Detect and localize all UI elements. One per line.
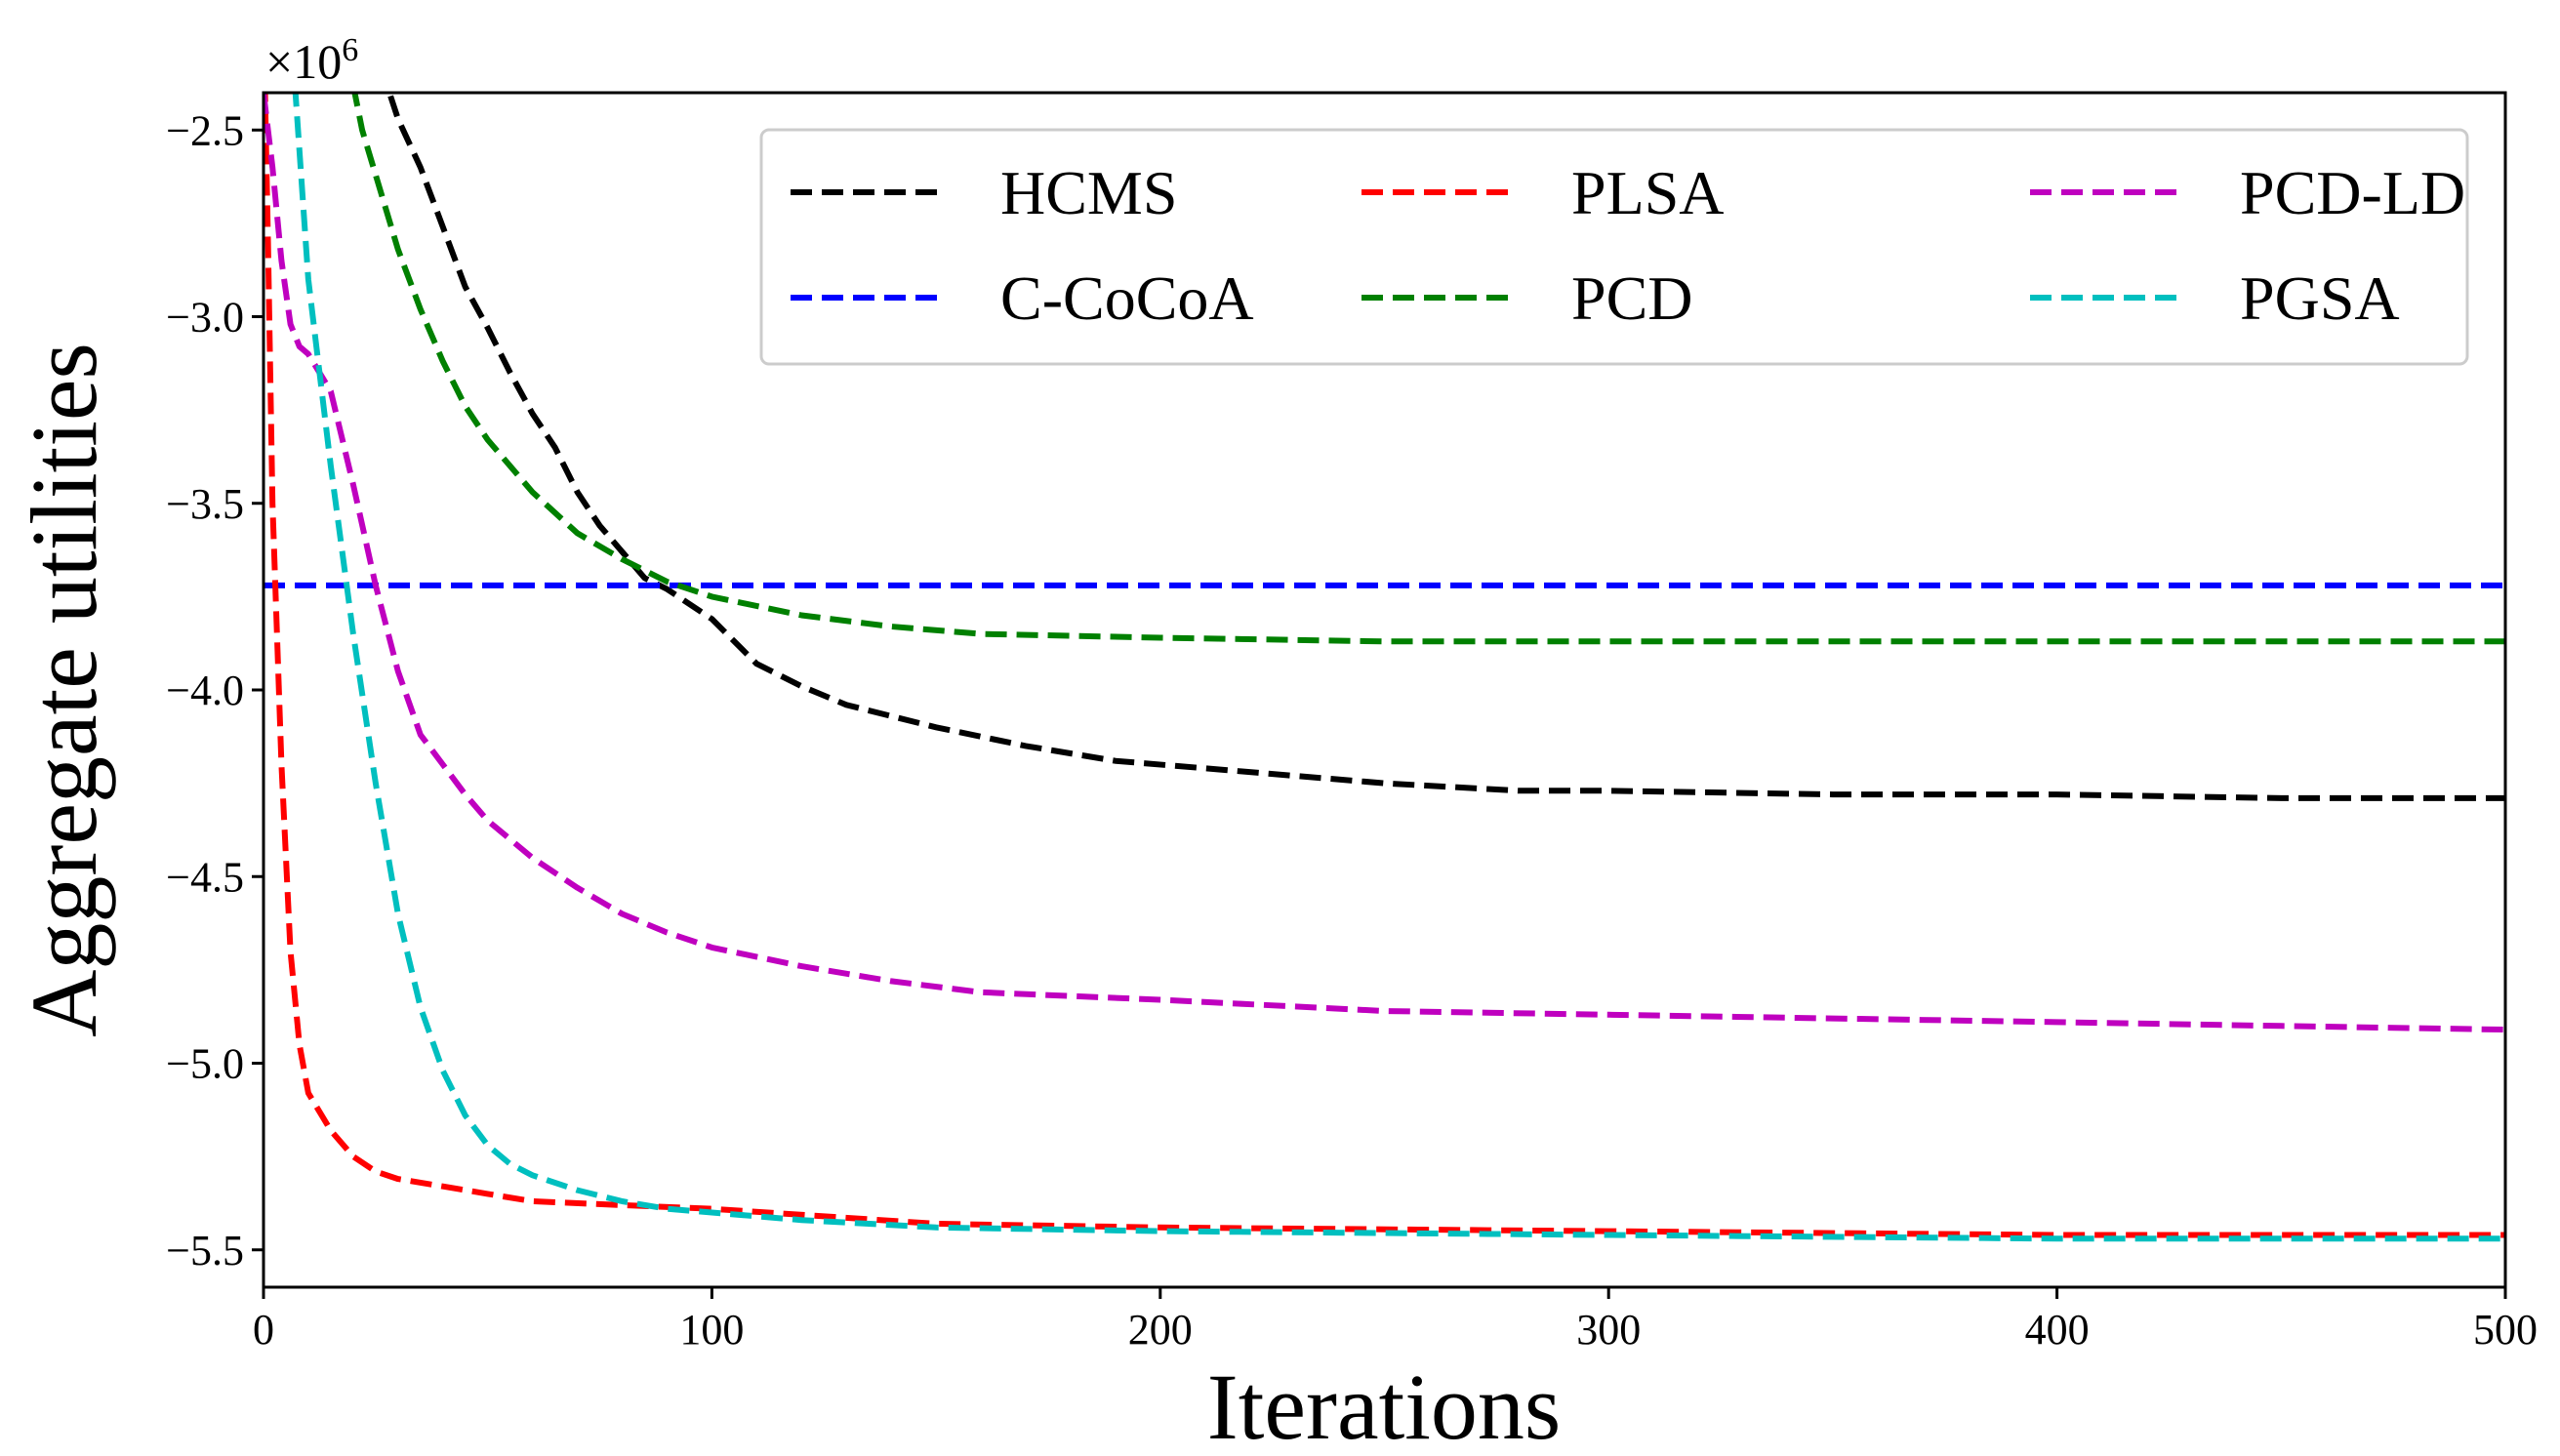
legend-label-pcd-ld: PCD-LD xyxy=(2240,158,2465,227)
y-offset-exponent: 6 xyxy=(342,32,358,68)
x-tick-label: 0 xyxy=(253,1306,274,1354)
series-line-pgsa xyxy=(292,93,2505,1242)
y-axis: −5.5 −5.0 −4.5 −4.0 −3.5 −3.0 −2.5 xyxy=(166,106,264,1274)
y-tick-label: −2.5 xyxy=(166,106,244,154)
y-axis-title: Aggregate utilities xyxy=(12,343,116,1037)
series-line-hcms xyxy=(386,93,2505,801)
y-tick-label: −3.0 xyxy=(166,294,244,342)
legend-label-c-cocoa: C-CoCoA xyxy=(1000,263,1254,333)
series-line-plsa xyxy=(264,93,2505,1238)
series-line-pcd-ld xyxy=(264,93,2505,1033)
y-offset-label: ×106 xyxy=(265,32,358,89)
series-line-pcd xyxy=(351,93,2505,645)
legend-label-hcms: HCMS xyxy=(1000,158,1177,227)
y-tick-label: −4.0 xyxy=(166,667,244,714)
legend: HCMS C-CoCoA PLSA PCD PCD-LD PGSA xyxy=(759,128,2469,366)
legend-label-plsa: PLSA xyxy=(1571,158,1725,227)
legend-frame xyxy=(759,128,2469,366)
y-tick-label: −5.0 xyxy=(166,1040,244,1088)
x-tick-label: 200 xyxy=(1128,1306,1193,1354)
x-tick-label: 400 xyxy=(2025,1306,2090,1354)
series-layer xyxy=(264,93,2505,1242)
y-tick-label: −4.5 xyxy=(166,853,244,901)
x-tick-label: 300 xyxy=(1576,1306,1641,1354)
y-tick-label: −3.5 xyxy=(166,480,244,528)
legend-label-pcd: PCD xyxy=(1571,263,1693,333)
x-tick-label: 500 xyxy=(2473,1306,2538,1354)
y-tick-label: −5.5 xyxy=(166,1227,244,1274)
legend-label-pgsa: PGSA xyxy=(2240,263,2400,333)
x-axis-title: Iterations xyxy=(1207,1355,1562,1456)
x-tick-label: 100 xyxy=(679,1306,744,1354)
y-offset-base: ×10 xyxy=(265,34,342,89)
x-axis: 0 100 200 300 400 500 xyxy=(253,1287,2538,1354)
